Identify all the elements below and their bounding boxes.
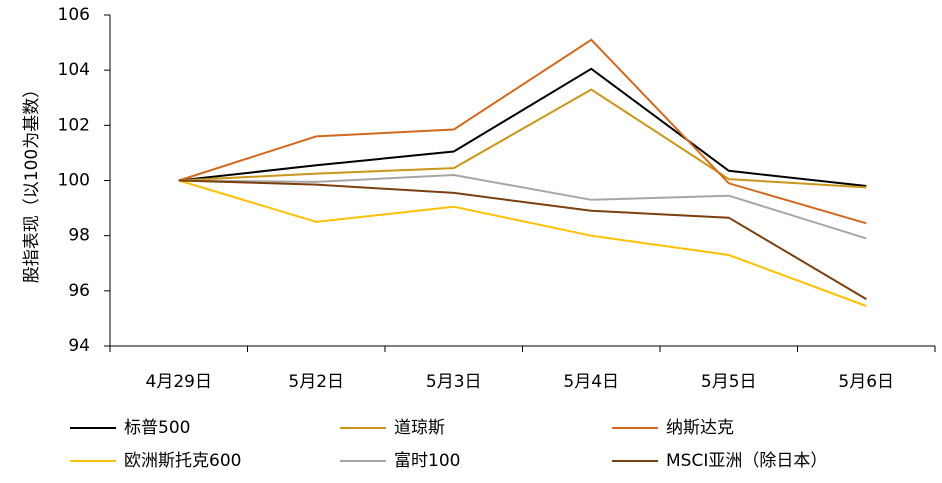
series-line-3 <box>178 38 867 225</box>
x-tick-label: 5月4日 <box>563 372 619 392</box>
legend-label: 标普500 <box>124 418 190 438</box>
y-tick-label: 104 <box>58 60 90 80</box>
series-line-2 <box>178 88 867 189</box>
legend-label: 道琼斯 <box>394 418 445 438</box>
y-tick-label: 94 <box>68 336 90 356</box>
axes <box>104 14 936 352</box>
legend-label: MSCI亚洲（除日本） <box>666 451 827 471</box>
y-tick-label: 96 <box>68 281 90 301</box>
x-tick-label: 4月29日 <box>146 372 212 392</box>
series-line-6 <box>178 179 867 300</box>
legend-label: 富时100 <box>394 451 460 471</box>
series-line-1 <box>178 67 867 187</box>
x-tick-label: 5月6日 <box>838 372 894 392</box>
y-tick-label: 98 <box>68 226 90 246</box>
y-axis-label-group: 股指表现（以100为基数） <box>22 81 42 283</box>
x-tick-label: 5月5日 <box>701 372 757 392</box>
y-tick-label: 106 <box>58 5 90 25</box>
y-axis-label: 股指表现（以100为基数） <box>22 81 42 283</box>
legend-label: 欧洲斯托克600 <box>124 451 241 471</box>
x-tick-label: 5月3日 <box>426 372 482 392</box>
y-tick-label: 100 <box>58 171 90 191</box>
series-line-5 <box>178 173 867 240</box>
x-tick-label: 5月2日 <box>288 372 344 392</box>
series-lines <box>178 38 867 307</box>
y-tick-label: 102 <box>58 115 90 135</box>
series-line-4 <box>178 179 867 307</box>
legend-label: 纳斯达克 <box>666 418 734 438</box>
tick-labels: 94 96 98 100 102 104 106 4月29日 5月2日 5月3日 5月4日 5月5日 5… <box>58 5 895 392</box>
